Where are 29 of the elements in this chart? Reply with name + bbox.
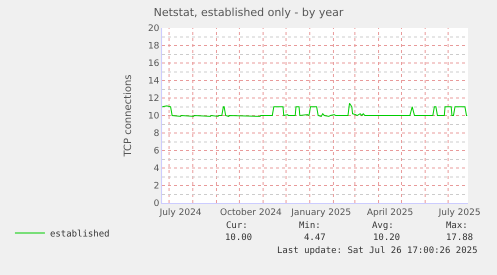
y-tick-label: 2 xyxy=(154,182,160,192)
x-tick-label: October 2024 xyxy=(220,208,282,218)
y-tick-label: 20 xyxy=(148,24,160,34)
y-tick-label: 10 xyxy=(148,112,160,122)
y-tick-label: 4 xyxy=(154,164,160,174)
x-tick-label: January 2025 xyxy=(290,208,352,218)
y-tick-label: 18 xyxy=(148,42,160,52)
text: Max: xyxy=(446,221,468,231)
y-tick-label: 8 xyxy=(154,129,160,140)
y-tick-label: 14 xyxy=(148,76,160,87)
text: Cur: xyxy=(226,221,248,231)
y-axis-title: TCP connections xyxy=(122,74,134,158)
chart-title: Netstat, established only - by year xyxy=(154,6,344,19)
text: 10.20 xyxy=(373,233,400,243)
text: 17.88 xyxy=(446,233,474,243)
text: Last update: Sat Jul 26 17:00:26 2025 xyxy=(277,246,478,256)
text: 4.47 xyxy=(304,233,326,243)
x-tick-label: July 2024 xyxy=(158,208,202,218)
y-tick-label: 12 xyxy=(148,94,160,104)
text: Min: xyxy=(299,221,321,231)
x-tick-label: July 2025 xyxy=(438,208,481,218)
y-tick-label: 6 xyxy=(154,146,160,157)
text: Avg: xyxy=(372,221,394,231)
x-tick-label: April 2025 xyxy=(366,208,414,218)
y-tick-label: 16 xyxy=(148,59,160,70)
text: 10.00 xyxy=(225,233,252,243)
line-series xyxy=(162,102,468,117)
legend-label: established xyxy=(50,230,110,240)
y-tick-label: 0 xyxy=(154,199,160,210)
